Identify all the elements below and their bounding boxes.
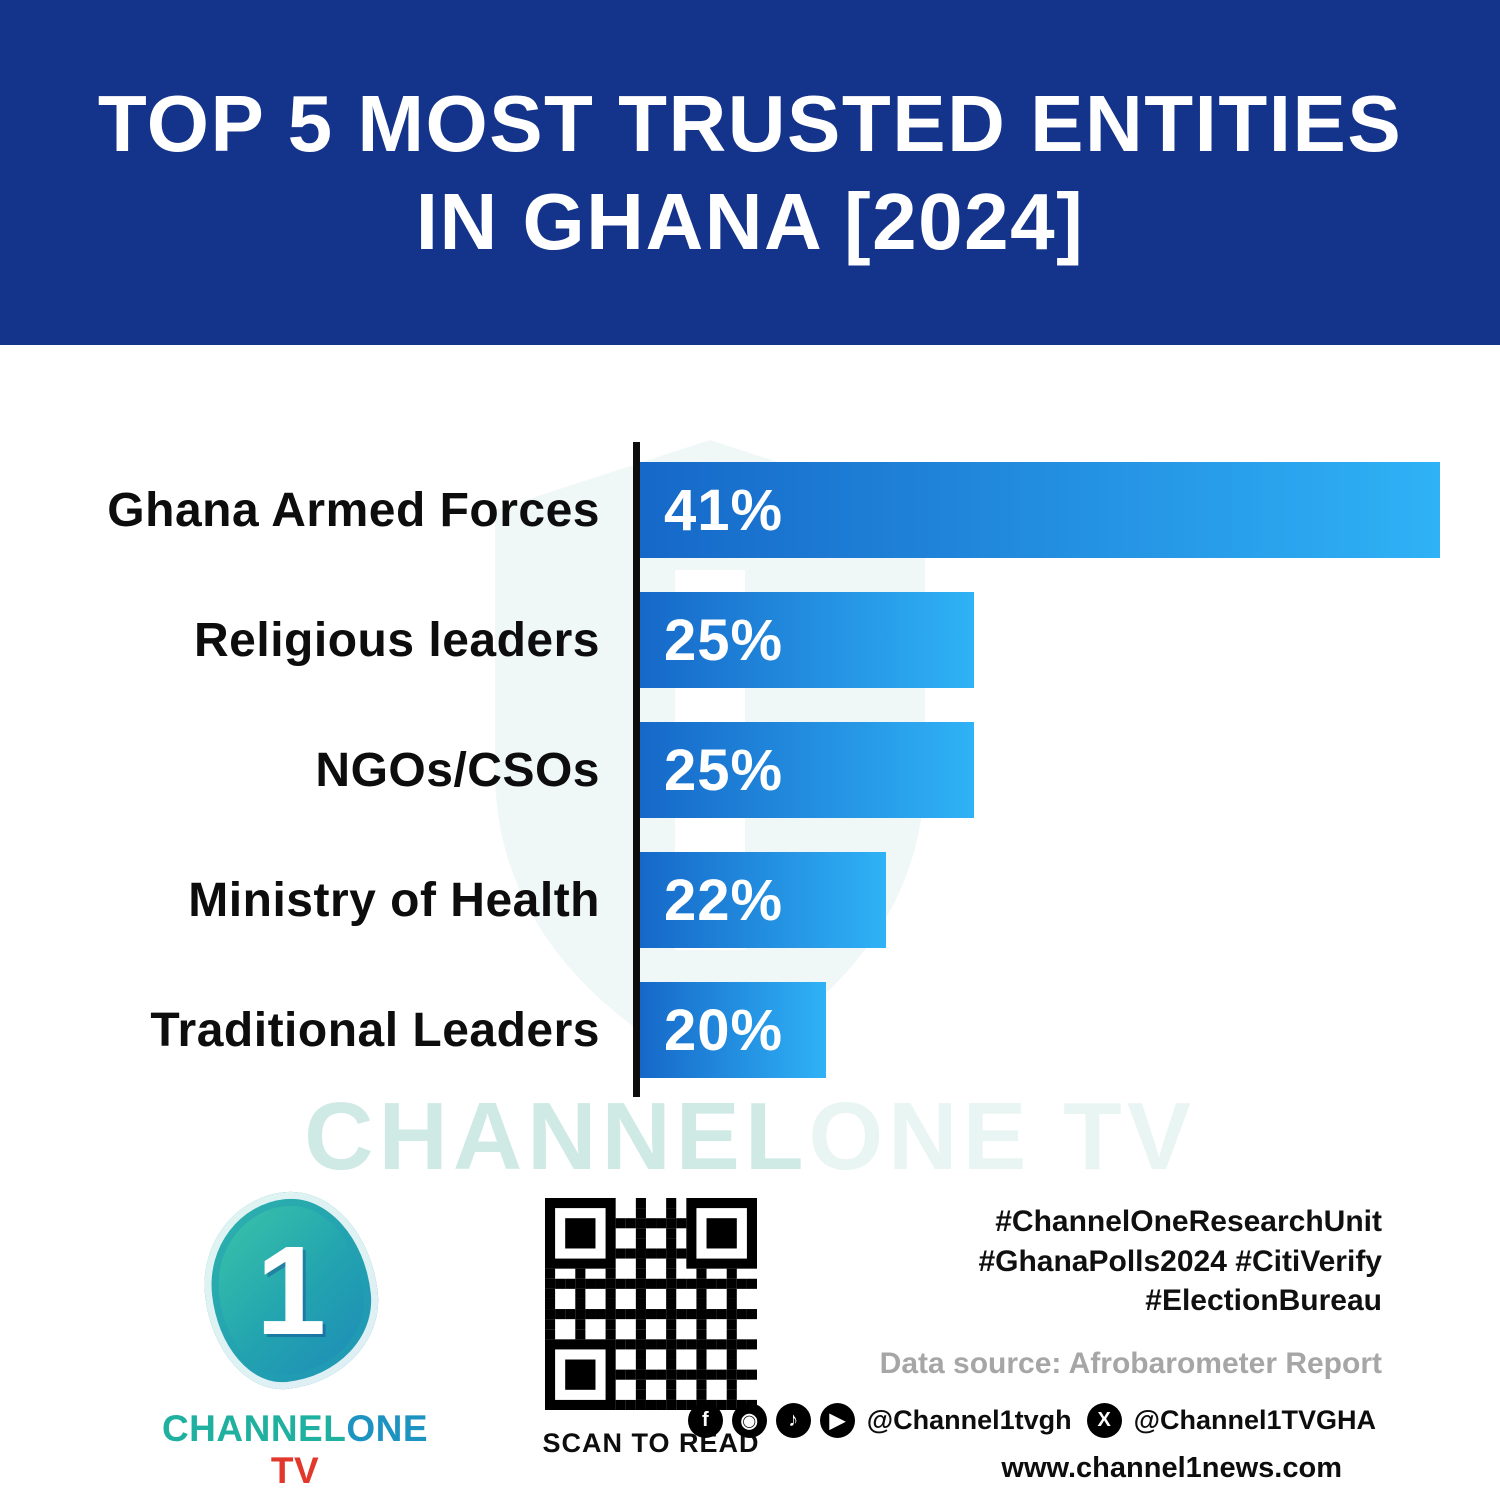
youtube-icon: ▶: [819, 1402, 855, 1438]
bar-value-label: 20%: [664, 997, 784, 1063]
x-icon: X: [1086, 1402, 1122, 1438]
chart-row-ngos-csos: NGOs/CSOs 25%: [0, 722, 1500, 818]
chart-row-religious-leaders: Religious leaders 25%: [0, 592, 1500, 688]
bar-category-label: Ghana Armed Forces: [107, 483, 600, 537]
bar-ministry-of-health: 22%: [640, 852, 886, 948]
page-title-line2: IN GHANA [2024]: [415, 176, 1085, 266]
hashtag-line-2: #GhanaPolls2024 #CitiVerify: [978, 1244, 1382, 1278]
channel-one-wordmark: CHANNELONE TV: [140, 1408, 450, 1492]
chart-row-ministry-of-health: Ministry of Health 22%: [0, 852, 1500, 948]
bar-ngos-csos: 25%: [640, 722, 974, 818]
hashtag-line-1: #ChannelOneResearchUnit: [995, 1205, 1382, 1238]
bar-value-label: 25%: [664, 737, 784, 803]
data-source-note: Data source: Afrobarometer Report: [879, 1346, 1382, 1380]
chart-axis-line: [633, 442, 640, 1097]
header-banner: TOP 5 MOST TRUSTED ENTITIES IN GHANA [20…: [0, 0, 1500, 345]
bar-value-label: 22%: [664, 867, 784, 933]
wordmark-channel: CHANNEL: [161, 1408, 347, 1449]
qr-caption: SCAN TO READ: [542, 1428, 760, 1458]
bar-traditional-leaders: 20%: [640, 982, 827, 1078]
bar-category-label: Traditional Leaders: [150, 1003, 600, 1057]
chart-row-traditional-leaders: Traditional Leaders 20%: [0, 982, 1500, 1078]
logo-numeral: 1: [255, 1219, 327, 1361]
wordmark-one: ONE: [346, 1408, 429, 1449]
bar-ghana-armed-forces: 41%: [640, 462, 1440, 558]
tiktok-icon: ♪: [775, 1402, 811, 1438]
social-handle-x: @Channel1TVGHA: [1133, 1404, 1376, 1435]
wordmark-tv: TV: [270, 1450, 320, 1491]
page-title-line1: TOP 5 MOST TRUSTED ENTITIES: [97, 78, 1403, 168]
bar-value-label: 41%: [664, 477, 784, 543]
social-handle-main: @Channel1tvgh: [866, 1404, 1072, 1435]
footer-info-column: #ChannelOneResearchUnit #GhanaPolls2024 …: [687, 1202, 1382, 1485]
bar-category-label: Ministry of Health: [188, 873, 600, 927]
qr-code: [545, 1198, 757, 1410]
social-row: f ◉ ♪ ▶ @Channel1tvgh X @Channel1TVGHA: [687, 1402, 1382, 1438]
hashtag-line-3: #ElectionBureau: [1145, 1284, 1382, 1318]
bar-religious-leaders: 25%: [640, 592, 974, 688]
bar-category-label: NGOs/CSOs: [315, 743, 600, 797]
bar-category-label: Religious leaders: [194, 613, 600, 667]
facebook-icon: f: [687, 1402, 723, 1438]
hashtags-block: #ChannelOneResearchUnit #GhanaPolls2024 …: [782, 1202, 1382, 1321]
instagram-icon: ◉: [731, 1402, 767, 1438]
page-title: TOP 5 MOST TRUSTED ENTITIES IN GHANA [20…: [98, 75, 1402, 270]
website-url: www.channel1news.com: [1001, 1451, 1342, 1484]
bar-value-label: 25%: [664, 607, 784, 673]
chart-row-ghana-armed-forces: Ghana Armed Forces 41%: [0, 462, 1500, 558]
